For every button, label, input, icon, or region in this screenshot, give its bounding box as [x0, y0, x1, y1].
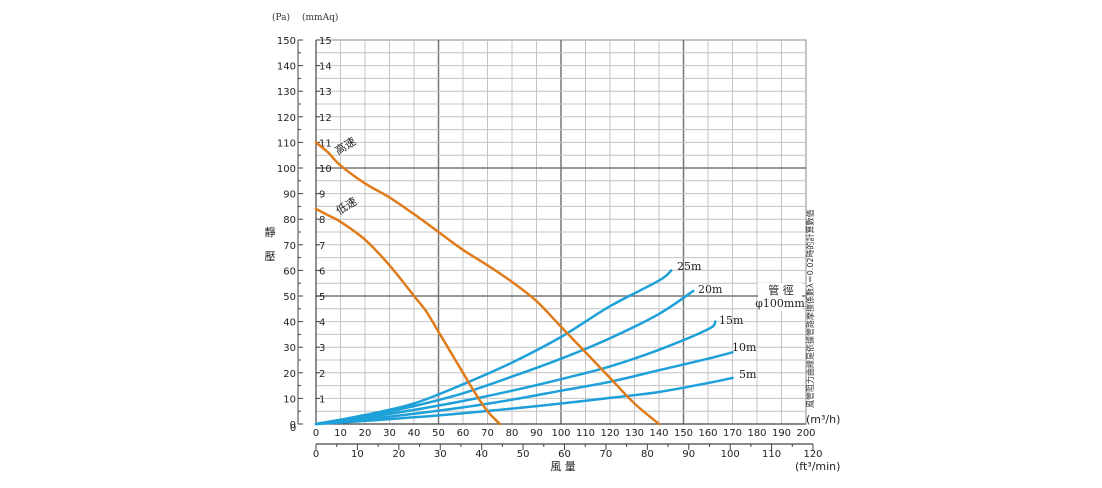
duct-label-10m: 10m — [732, 341, 757, 354]
m3h-tick-label: 90 — [530, 428, 543, 439]
pa-tick-label: 20 — [283, 369, 296, 380]
mmaq-tick-label: 12 — [319, 113, 332, 124]
mmaq-tick-label: 1 — [319, 394, 325, 405]
m3h-tick-label: 60 — [457, 428, 470, 439]
ft3min-tick-label: 20 — [392, 449, 405, 460]
m3h-tick-label: 70 — [481, 428, 494, 439]
origin-label: 0 — [290, 423, 296, 434]
pa-tick-label: 140 — [277, 62, 296, 73]
y-axis-label-char: 靜 — [265, 225, 276, 239]
duct-curve-20m — [314, 289, 695, 426]
friction-note: 風管阻力曲線是依據管路摩擦係數λ＝0.02時的計算數值 — [805, 209, 815, 408]
fan-curve-low-speed — [314, 207, 502, 426]
mmaq-tick-label: 7 — [319, 241, 325, 252]
pa-tick-label: 60 — [283, 266, 296, 277]
m3h-tick-label: 0 — [313, 428, 319, 439]
m3h-tick-label: 130 — [625, 428, 644, 439]
duct-curve-15m — [314, 320, 717, 426]
duct-label-20m: 20m — [698, 283, 723, 296]
m3h-tick-label: 150 — [674, 428, 693, 439]
mmaq-unit-label: (mmAq) — [302, 12, 338, 23]
m3h-tick-label: 200 — [796, 428, 815, 439]
ft3min-tick-label: 100 — [721, 449, 740, 460]
ft3min-tick-label: 110 — [762, 449, 781, 460]
ft3min-tick-label: 40 — [475, 449, 488, 460]
m3h-tick-label: 30 — [383, 428, 396, 439]
pa-tick-label: 110 — [277, 138, 296, 149]
duct-curve-10m — [314, 351, 734, 426]
mmaq-tick-label: 9 — [319, 190, 325, 201]
pipe-diameter-title: 管 徑 — [768, 283, 794, 297]
m3h-tick-label: 170 — [723, 428, 742, 439]
m3h-tick-label: 180 — [747, 428, 766, 439]
pipe-label-background — [758, 283, 802, 311]
mmaq-tick-label: 3 — [319, 343, 325, 354]
mmaq-tick-label: 11 — [319, 138, 332, 149]
duct-label-15m: 15m — [719, 314, 744, 327]
duct-curve-25m — [314, 269, 673, 426]
duct-label-5m: 5m — [739, 368, 757, 381]
pa-tick-label: 50 — [283, 292, 296, 303]
m3h-tick-label: 190 — [772, 428, 791, 439]
pa-tick-label: 120 — [277, 113, 296, 124]
m3h-tick-label: 40 — [408, 428, 421, 439]
ft3min-tick-label: 50 — [517, 449, 530, 460]
m3h-tick-label: 140 — [649, 428, 668, 439]
duct-label-25m: 25m — [677, 260, 702, 273]
x-axis-label: 風 量 — [550, 460, 576, 473]
m3h-tick-label: 50 — [432, 428, 445, 439]
pa-tick-label: 90 — [283, 190, 296, 201]
mmaq-tick-label: 15 — [319, 36, 332, 47]
ft3min-tick-label: 10 — [351, 449, 364, 460]
pa-tick-label: 130 — [277, 87, 296, 98]
y-axis-label-char: 壓 — [265, 250, 276, 263]
pa-tick-label: 80 — [283, 215, 296, 226]
pipe-diameter-value: φ100mm — [755, 297, 805, 310]
ft3min-tick-label: 60 — [558, 449, 571, 460]
mmaq-tick-label: 4 — [319, 318, 325, 329]
m3h-tick-label: 100 — [551, 428, 570, 439]
pa-tick-label: 10 — [283, 394, 296, 405]
m3h-tick-label: 80 — [506, 428, 519, 439]
m3h-tick-label: 20 — [359, 428, 372, 439]
ft3min-tick-label: 70 — [600, 449, 613, 460]
mmaq-tick-label: 14 — [319, 62, 332, 73]
pa-tick-label: 150 — [277, 36, 296, 47]
fan-curve-high-speed — [314, 141, 661, 426]
pa-tick-label: 0 — [290, 420, 296, 431]
mmaq-tick-label: 10 — [319, 164, 332, 175]
pa-tick-label: 40 — [283, 318, 296, 329]
ft3min-tick-label: 30 — [434, 449, 447, 460]
ft3min-tick-label: 90 — [682, 449, 695, 460]
ft3min-tick-label: 0 — [313, 449, 319, 460]
pa-tick-label: 70 — [283, 241, 296, 252]
mmaq-tick-label: 5 — [319, 292, 325, 303]
ft3min-tick-label: 80 — [641, 449, 654, 460]
m3h-tick-label: 120 — [600, 428, 619, 439]
pa-unit-label: (Pa) — [272, 12, 290, 23]
mmaq-tick-label: 6 — [319, 266, 325, 277]
pa-tick-label: 100 — [277, 164, 296, 175]
mmaq-tick-label: 13 — [319, 87, 332, 98]
m3h-tick-label: 110 — [576, 428, 595, 439]
mmaq-tick-label: 8 — [319, 215, 325, 226]
m3h-tick-label: 10 — [334, 428, 347, 439]
mmaq-tick-label: 2 — [319, 369, 325, 380]
ft3min-tick-label: 120 — [803, 449, 822, 460]
duct-curve-5m — [314, 376, 734, 426]
pa-tick-label: 30 — [283, 343, 296, 354]
ft3min-unit-label: (ft³/min) — [795, 460, 840, 473]
m3h-tick-label: 160 — [698, 428, 717, 439]
m3h-unit-label: (m³/h) — [806, 413, 840, 426]
